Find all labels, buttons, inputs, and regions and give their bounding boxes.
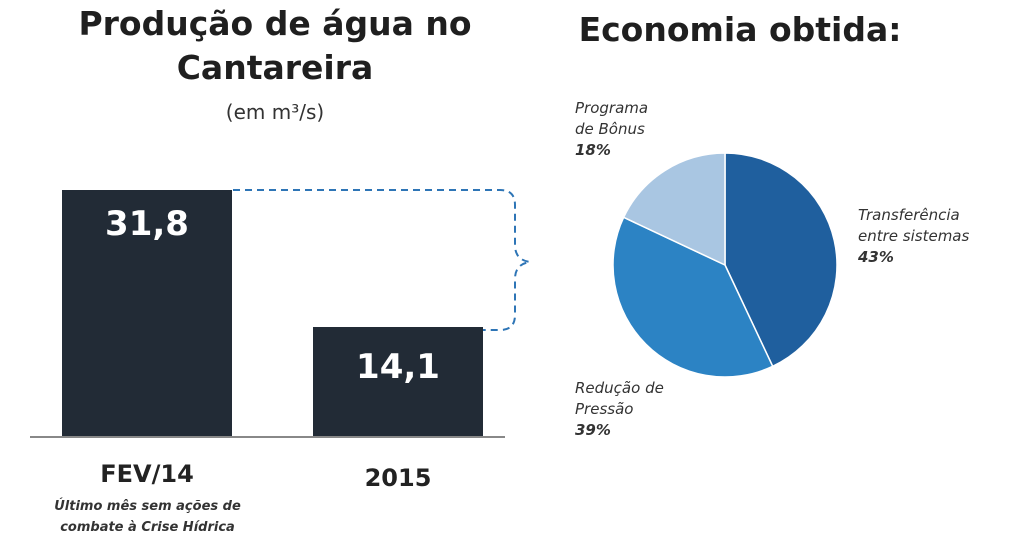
bar-value-label: 14,1 [356,347,440,387]
dashed-bracket [233,189,531,331]
left-chart-title-line1: Produção de água no [78,4,472,43]
x-axis-line [30,436,505,438]
bar-fev14: 31,8 [62,190,232,436]
pie-label-programa-bonus: Programa de Bônus 18% [575,98,648,161]
left-chart-title-line2: Cantareira [176,48,374,87]
pie-slice-programa-bonus [622,152,726,267]
x-tick-label-2015: 2015 [364,464,432,492]
pie-pct-reducao-pressao: 39% [575,421,611,439]
pie-label-transferencia: Transferência entre sistemas 43% [858,205,969,268]
bar-value-label: 31,8 [105,204,189,244]
pie-chart [612,152,838,378]
pie-label-bonus-line1: Programa [575,99,649,117]
pie-slice-transferencia [724,152,838,368]
right-chart-title: Economia obtida: [578,10,902,49]
left-chart-subtitle: (em m³/s) [225,100,325,124]
note-line2: combate à Crise Hídrica [60,520,235,535]
pie-label-bonus-line2: de Bônus [575,120,645,138]
pie-label-transferencia-line1: Transferência [858,206,960,224]
bracket-path [233,189,531,331]
pie-pct-transferencia: 43% [858,248,894,266]
x-tick-label-fev14: FEV/14 [100,460,194,488]
pie-label-transferencia-line2: entre sistemas [858,227,970,245]
pie-label-reducao-pressao: Redução de Pressão 39% [575,378,664,441]
pie-label-reducao-line1: Redução de [575,379,664,397]
pie-pct-programa-bonus: 18% [575,141,611,159]
pie-slice-reducao-pressao [612,216,774,378]
pie-label-reducao-line2: Pressão [575,400,634,418]
bar-2015: 14,1 [313,327,483,436]
left-chart-title: Produção de água no Cantareira [40,2,510,90]
note-line1: Último mês sem ações de [54,499,241,514]
x-category-note: Último mês sem ações de combate à Crise … [30,496,265,538]
